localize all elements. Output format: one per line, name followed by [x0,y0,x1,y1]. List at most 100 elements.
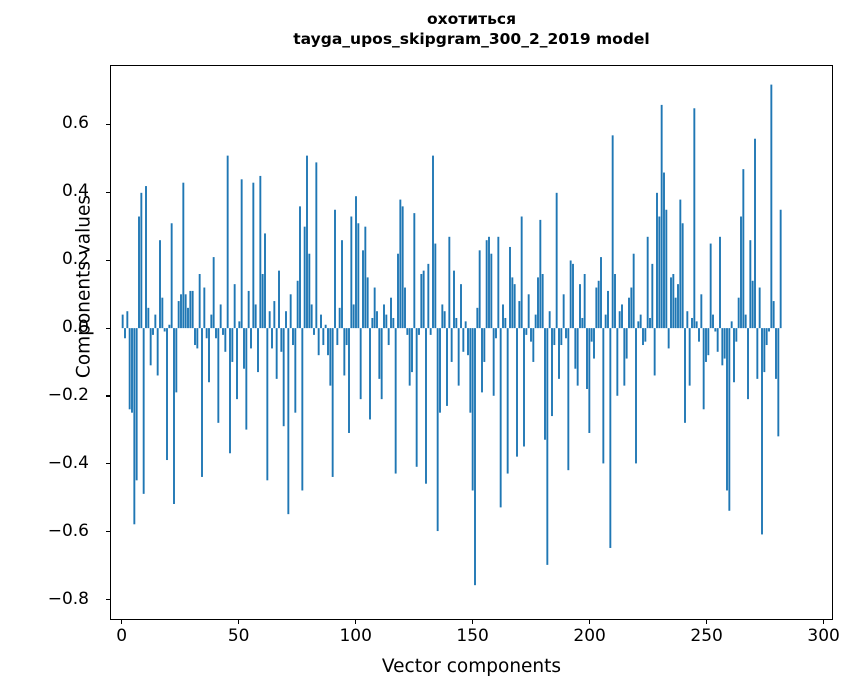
bar [215,328,217,339]
bar [560,328,563,346]
bar [719,236,721,329]
bar [639,314,642,329]
bar [485,240,488,329]
bar [303,226,306,329]
bar [436,328,439,532]
bar [434,243,437,329]
x-tick-mark [121,620,123,625]
bar [385,314,388,329]
bar [551,328,553,417]
bar [191,290,194,329]
bar [399,199,402,329]
bar [343,328,346,376]
bar [257,328,259,373]
bar [425,328,427,484]
bar [478,250,481,329]
bar [413,213,416,329]
bar [224,328,227,352]
bar [609,328,612,548]
bar [238,321,241,329]
bar [628,297,630,329]
bar [147,307,150,329]
bar [579,284,581,329]
bar [597,280,600,329]
bar [504,317,507,329]
bar [646,236,649,329]
bar [749,240,752,329]
bar [509,246,511,329]
bar [362,250,364,329]
bar [684,328,686,423]
bar [590,328,593,342]
bar [469,328,472,413]
bar [702,328,705,410]
bar [313,328,315,335]
bar [203,287,206,329]
bar [390,297,392,329]
bar [740,216,742,329]
bar [744,314,747,329]
bar [383,304,385,329]
bar [128,328,131,410]
bar [401,206,404,329]
bar [180,294,182,329]
y-tick-label: −0.4 [47,452,89,473]
bar [695,321,698,329]
bar [247,290,250,329]
bar [497,236,500,329]
bar [175,328,178,393]
bar [679,199,682,329]
bar [649,317,651,329]
bar [294,328,297,413]
bar [593,328,595,359]
bar [737,297,740,329]
bar [644,328,647,342]
bar [250,328,252,349]
bar [511,277,514,329]
bar [772,301,775,329]
bar [231,328,234,362]
bar [350,216,353,329]
bar [394,328,397,474]
bar [716,328,719,352]
bar [217,328,220,423]
bar [665,209,668,329]
bar [266,328,269,481]
y-tick-mark [106,395,111,397]
bar [299,206,301,329]
bar [432,155,434,329]
bar [558,328,560,379]
bar [583,274,586,329]
bar [630,287,633,329]
bar [532,328,535,362]
bar [336,328,339,346]
bar [483,328,486,362]
bar [149,328,152,366]
bar [765,328,768,346]
chart-title-word: охотиться [426,10,517,28]
bar [320,314,322,329]
bar [455,317,458,329]
bar [595,287,598,329]
bar-series-canvas [121,84,782,586]
bar [364,226,367,329]
bar [721,328,724,366]
y-tick-mark [106,123,111,126]
bar [656,192,658,329]
bar [464,321,467,329]
x-tick-label: 50 [227,626,250,646]
bar [530,328,532,342]
bar [357,223,360,329]
y-tick-label: 0.6 [61,113,89,134]
bar [758,287,761,329]
bar [674,297,677,329]
bar [259,175,262,329]
bar [189,290,192,329]
y-tick-label: −0.6 [47,520,89,541]
bar [709,243,712,329]
bar [698,328,700,342]
bar [751,280,754,329]
bar [763,328,766,373]
bar [140,192,143,329]
bar [329,328,332,386]
